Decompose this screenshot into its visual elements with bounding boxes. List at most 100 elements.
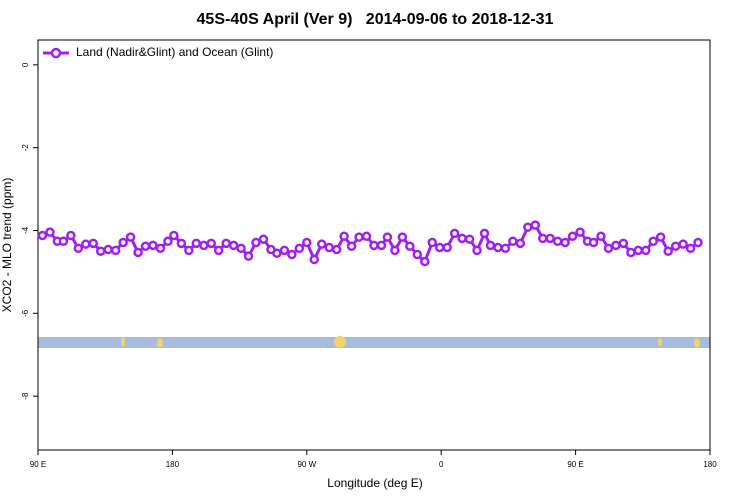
data-point (58, 236, 69, 247)
data-point (236, 243, 246, 254)
land-patch (658, 338, 662, 346)
data-point (148, 240, 158, 251)
data-point (213, 245, 224, 256)
y-tick-label: -4 (21, 226, 30, 234)
legend-marker (50, 47, 62, 59)
data-point (530, 220, 541, 230)
x-tick-label: 90 W (297, 460, 316, 469)
data-point (155, 243, 166, 254)
x-axis-label: Longitude (deg E) (327, 476, 422, 490)
data-point (294, 243, 305, 254)
data-point (464, 234, 475, 244)
y-tick-label: 0 (21, 62, 30, 67)
data-point (243, 251, 254, 261)
data-point (552, 236, 563, 247)
data-point (575, 227, 585, 237)
data-point (221, 238, 231, 249)
data-point (133, 247, 143, 258)
data-point (545, 233, 555, 244)
y-tick-label: -2 (21, 144, 30, 152)
data-point (537, 233, 548, 244)
data-point (382, 232, 393, 242)
data-point (228, 240, 239, 251)
data-point (140, 241, 151, 251)
data-point (125, 232, 136, 242)
data-point (45, 227, 55, 237)
data-point (184, 245, 194, 256)
data-point (420, 256, 430, 267)
data-point (118, 237, 128, 248)
data-point (324, 242, 334, 253)
x-tick-label: 90 E (567, 460, 583, 469)
data-point (434, 242, 445, 253)
data-point (633, 245, 644, 256)
data-point (515, 238, 526, 249)
data-point (693, 237, 703, 248)
data-point (427, 237, 437, 248)
data-point (272, 248, 282, 259)
y-tick-label: -6 (21, 309, 30, 317)
data-point (354, 232, 364, 242)
data-point (442, 242, 452, 253)
data-point (369, 240, 379, 251)
data-point (110, 245, 121, 256)
data-point (523, 222, 533, 232)
x-tick-label: 90 E (30, 460, 46, 469)
data-point (567, 231, 578, 242)
data-point (316, 239, 327, 249)
data-point (493, 242, 503, 253)
data-point (176, 238, 187, 249)
data-point (618, 238, 629, 249)
data-point (641, 245, 651, 256)
chart-title: 45S-40S April (Ver 9) 2014-09-06 to 2018… (197, 11, 554, 28)
data-point (339, 231, 349, 242)
data-point (626, 247, 636, 258)
data-point (88, 238, 99, 249)
data-point (479, 228, 490, 239)
land-patch (694, 338, 700, 348)
data-point (95, 246, 106, 256)
data-point (66, 230, 76, 241)
data-point (361, 231, 372, 242)
data-point (603, 243, 614, 254)
data-point (412, 249, 423, 260)
data-point (588, 237, 599, 248)
land-patch (334, 336, 346, 348)
data-point (103, 244, 113, 255)
data-point (279, 245, 290, 256)
data-point (191, 238, 202, 249)
data-point (163, 236, 173, 247)
data-point (81, 239, 91, 249)
data-point (449, 228, 460, 239)
data-point (596, 231, 606, 242)
data-point (390, 245, 400, 256)
data-point (560, 237, 570, 248)
data-point (302, 237, 312, 248)
data-point (397, 232, 408, 242)
x-tick-label: 180 (703, 460, 717, 469)
land-patch (121, 337, 125, 347)
data-point (485, 240, 496, 251)
data-point (663, 246, 673, 256)
data-point (678, 239, 688, 249)
data-point (655, 232, 666, 242)
data-point (346, 241, 357, 251)
data-point (685, 243, 696, 254)
data-point (500, 243, 511, 254)
data-point (648, 236, 659, 247)
y-tick-label: -8 (21, 392, 30, 400)
data-point (258, 234, 269, 244)
data-point (376, 240, 387, 251)
data-point (206, 238, 216, 249)
ocean-strip (38, 337, 710, 348)
data-point (670, 241, 681, 251)
data-point (287, 249, 297, 260)
x-tick-label: 0 (439, 460, 444, 469)
plot-frame (37, 39, 711, 451)
y-axis-label: XCO2 - MLO trend (ppm) (0, 178, 14, 313)
data-point (169, 230, 179, 241)
data-point (457, 233, 467, 244)
data-point (251, 237, 261, 248)
data-point (331, 244, 342, 255)
